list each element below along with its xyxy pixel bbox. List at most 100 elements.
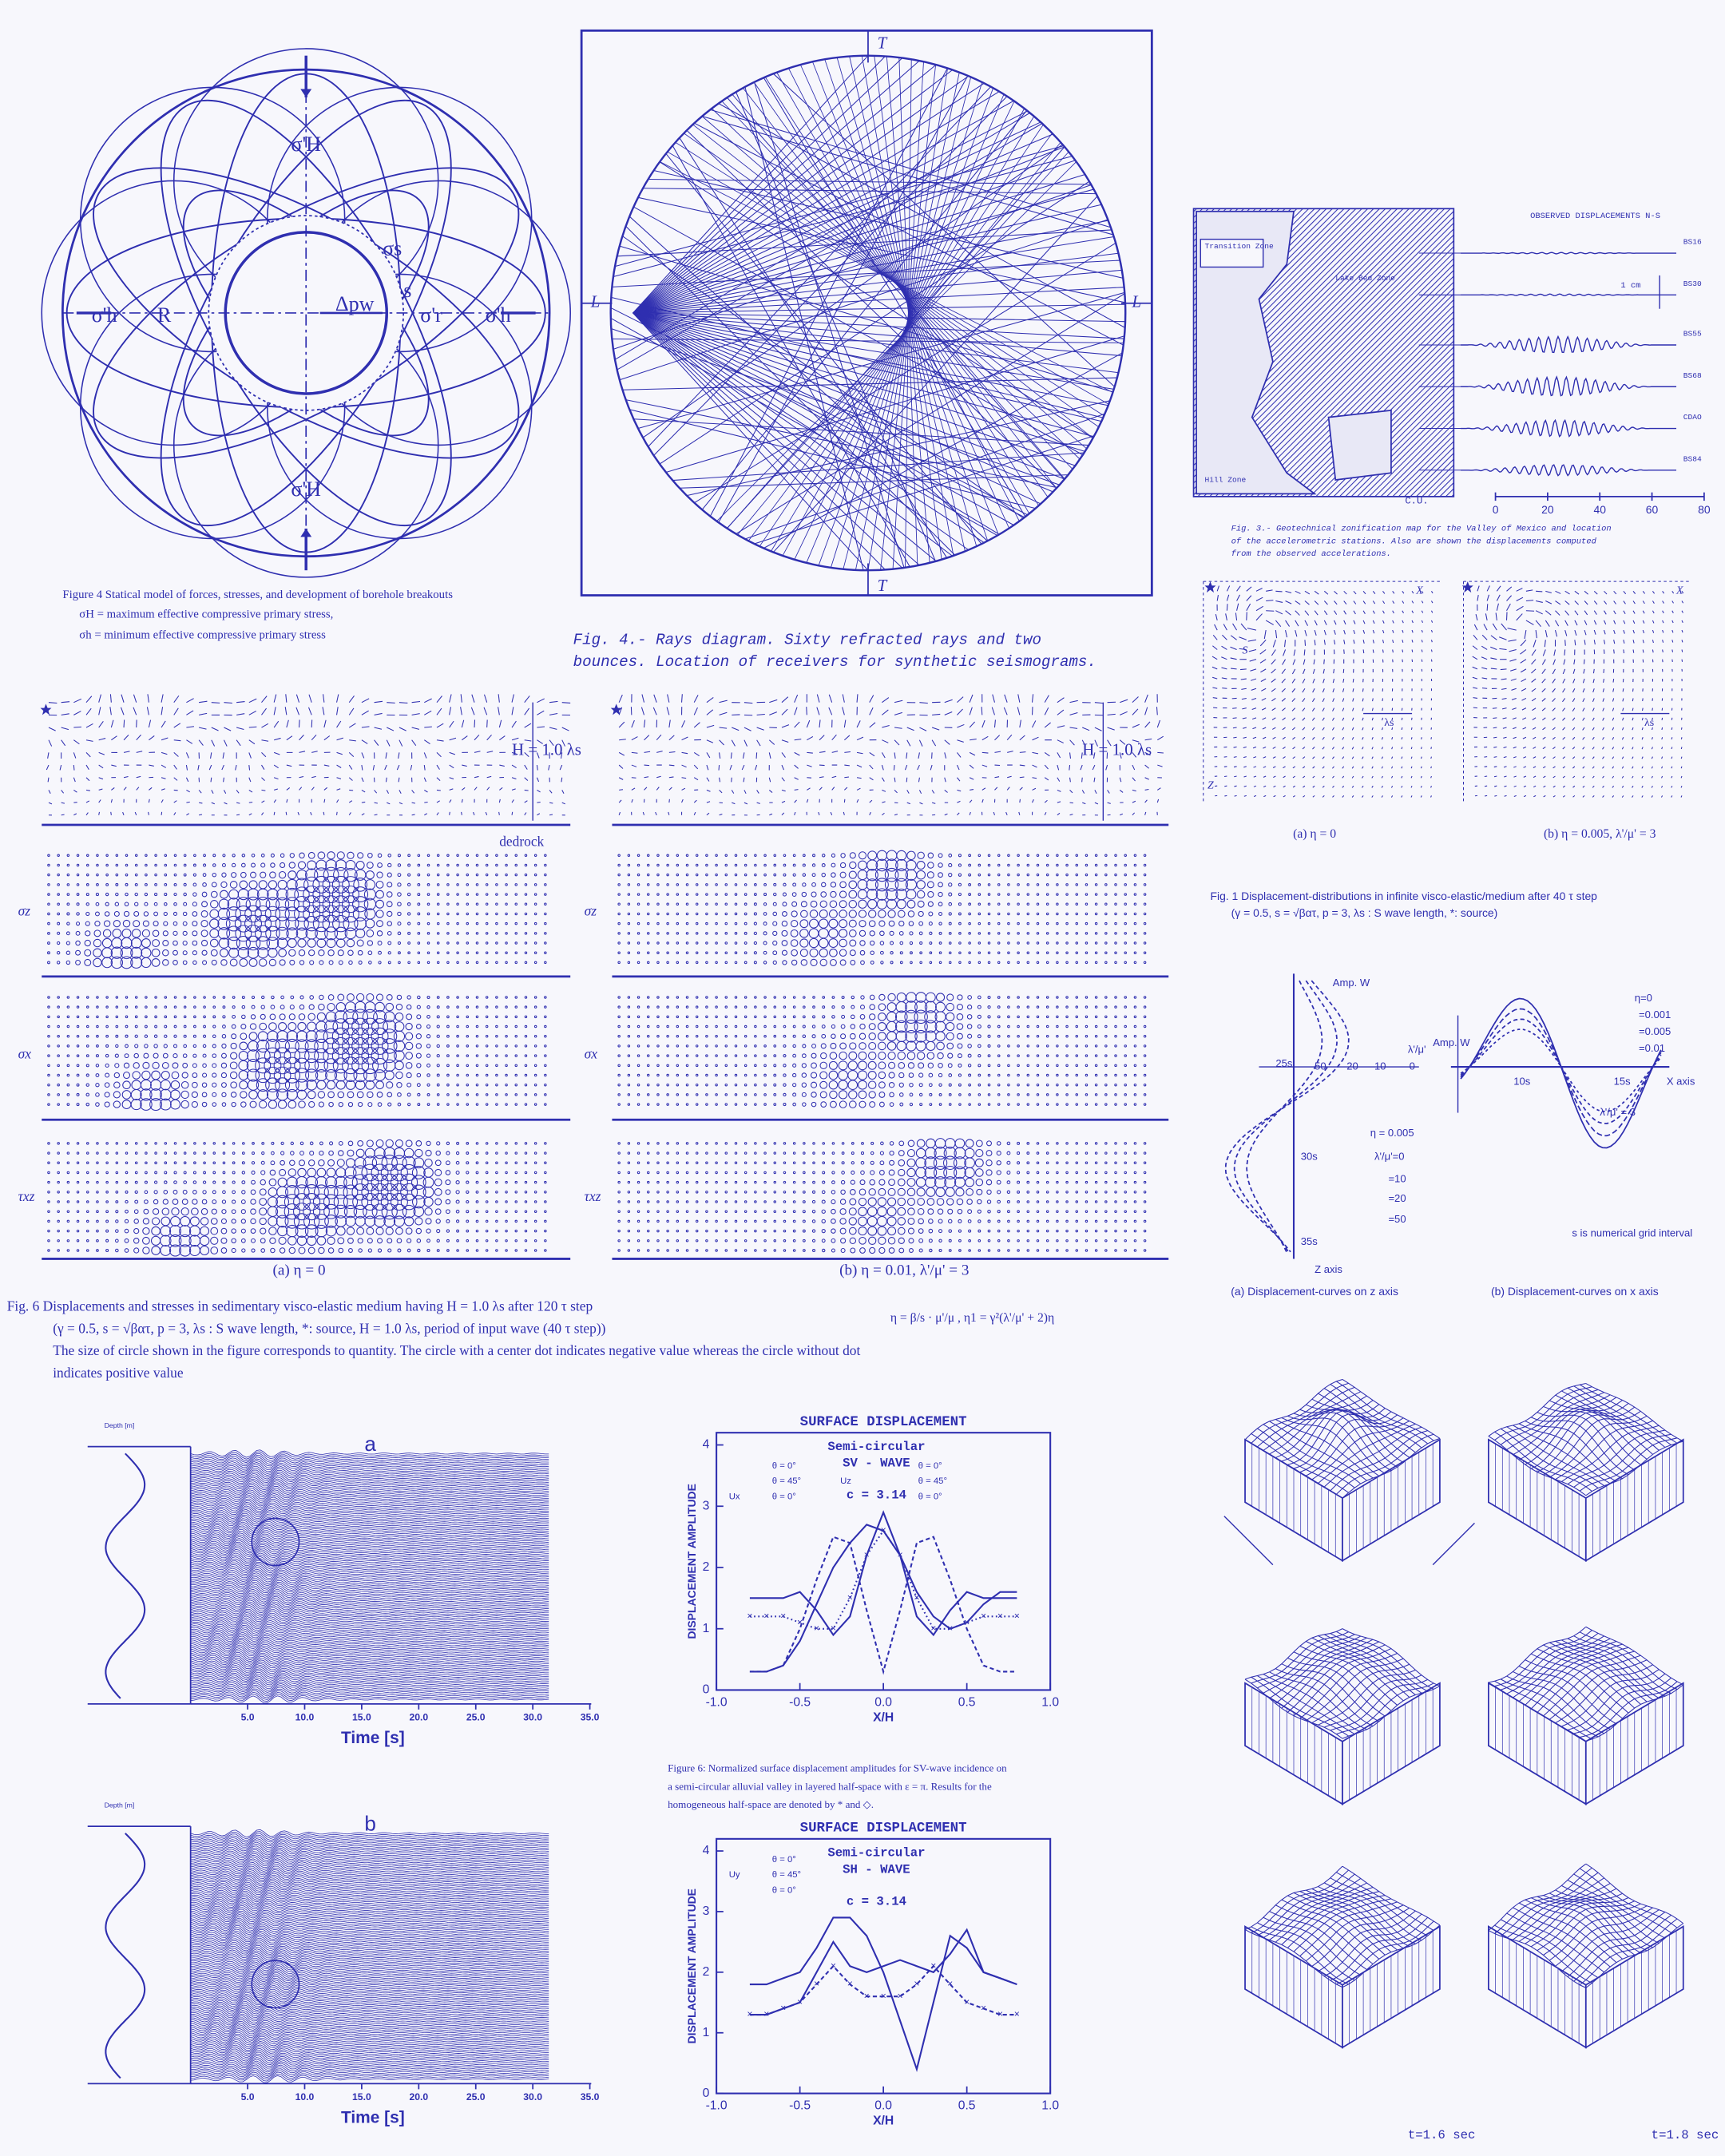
stress-circle — [154, 854, 157, 858]
vector — [1312, 766, 1315, 769]
stress-circle — [446, 1005, 450, 1009]
vector — [668, 719, 671, 728]
stress-circle — [284, 1214, 300, 1229]
stress-circle — [514, 951, 518, 954]
vector — [807, 735, 814, 741]
stress-circle — [426, 1005, 430, 1009]
vector — [1343, 649, 1345, 654]
stress-circle — [251, 862, 256, 868]
vector — [1222, 634, 1227, 640]
scale-label: 1 cm — [1620, 281, 1640, 291]
stress-circle — [485, 996, 489, 999]
stress-circle — [475, 1229, 479, 1233]
stress-circle — [316, 1080, 327, 1090]
vector — [449, 694, 452, 703]
vector — [1246, 603, 1251, 611]
stress-circle — [879, 950, 884, 955]
vector — [1562, 785, 1565, 788]
vector — [1681, 629, 1683, 633]
stress-circle — [811, 882, 816, 887]
vector — [731, 739, 736, 747]
stress-circle — [734, 932, 738, 935]
vector — [85, 752, 91, 758]
stress-circle — [656, 863, 660, 867]
vector — [1472, 666, 1478, 670]
vector — [561, 802, 565, 805]
stress-circle — [294, 1184, 310, 1200]
stress-circle — [229, 1061, 238, 1070]
stress-circle — [997, 961, 1001, 965]
vector — [643, 719, 646, 728]
stress-circle — [533, 1210, 537, 1213]
vector — [1496, 603, 1499, 611]
vector — [73, 777, 76, 783]
stress-circle — [200, 1217, 209, 1226]
vector — [1532, 727, 1537, 730]
stress-circle — [495, 932, 498, 935]
stress-circle — [66, 1249, 70, 1252]
stress-circle — [436, 1141, 441, 1146]
vector — [1260, 678, 1267, 682]
stress-circle — [426, 873, 430, 877]
stress-circle — [298, 1159, 306, 1167]
stress-circle — [724, 1073, 728, 1077]
vector — [1545, 600, 1552, 604]
vector — [1523, 785, 1527, 787]
stress-circle — [210, 1236, 219, 1245]
vector — [423, 764, 426, 771]
stress-circle — [172, 911, 178, 916]
vector — [261, 764, 265, 770]
vector — [1642, 640, 1644, 644]
vector — [894, 739, 900, 746]
stress-circle — [968, 854, 972, 858]
vector — [1652, 717, 1653, 721]
vector — [1382, 649, 1384, 653]
stress-circle — [695, 1034, 699, 1038]
stress-circle — [754, 1015, 757, 1019]
vector — [1671, 610, 1674, 613]
stress-circle — [141, 1070, 151, 1080]
vector — [1481, 677, 1488, 680]
stress-circle — [417, 873, 421, 877]
stress-circle — [76, 1219, 80, 1223]
stress-circle — [267, 1030, 279, 1042]
stress-circle — [57, 941, 61, 945]
stress-circle — [417, 995, 421, 1000]
stress-circle — [505, 1142, 508, 1145]
vector — [1272, 736, 1276, 739]
vector — [486, 734, 492, 741]
stress-circle — [312, 1203, 330, 1220]
stress-circle — [400, 1163, 418, 1181]
axis-letter: L — [590, 292, 601, 311]
vector — [1592, 756, 1595, 759]
stress-circle — [1104, 902, 1108, 906]
stress-circle — [695, 941, 699, 945]
vector — [1253, 756, 1257, 759]
vector — [618, 721, 625, 728]
vector — [1291, 727, 1296, 731]
stress-circle — [279, 1247, 286, 1254]
stress-circle — [544, 1005, 547, 1009]
stress-circle — [1124, 932, 1127, 935]
zone — [1196, 210, 1317, 495]
stress-circle — [336, 851, 345, 860]
stress-circle — [413, 1206, 425, 1218]
stress-circle — [1045, 951, 1049, 954]
vector — [470, 707, 475, 715]
vector — [1410, 756, 1413, 759]
stress-circle — [76, 854, 80, 858]
stress-circle — [773, 882, 777, 886]
stress-circle — [57, 1239, 60, 1242]
vector — [842, 694, 845, 703]
stress-circle — [715, 854, 718, 858]
vector — [1584, 640, 1586, 645]
trace — [1461, 252, 1677, 255]
stress-circle — [812, 854, 816, 858]
stress-circle — [676, 893, 680, 896]
stress-circle — [895, 858, 908, 872]
stress-circle — [753, 931, 758, 935]
stress-circle — [57, 1142, 60, 1145]
stress-circle — [47, 902, 50, 906]
stress-circle — [145, 863, 148, 867]
vector — [1542, 756, 1546, 759]
